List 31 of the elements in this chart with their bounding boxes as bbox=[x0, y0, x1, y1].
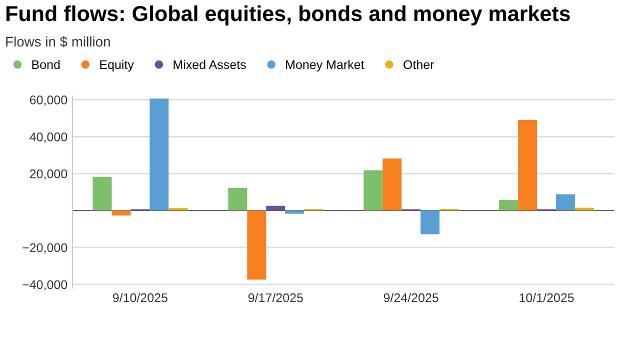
y-tick-label: −20,000 bbox=[22, 243, 68, 254]
bar bbox=[285, 210, 304, 214]
y-tick-label: −40,000 bbox=[22, 280, 68, 291]
legend-label: Other bbox=[404, 60, 434, 70]
bar bbox=[266, 206, 286, 211]
bar bbox=[499, 200, 518, 211]
chart-title: Fund flows: Global equities, bonds and money markets bbox=[6, 5, 570, 26]
bar bbox=[518, 120, 538, 211]
bar bbox=[150, 98, 169, 211]
y-tick-label: 60,000 bbox=[30, 96, 68, 106]
chart-subtitle: Flows in $ million bbox=[6, 36, 110, 48]
bar bbox=[228, 188, 248, 211]
bar bbox=[382, 158, 402, 211]
legend-label: Bond bbox=[32, 60, 60, 70]
x-tick-label: 9/24/2025 bbox=[384, 292, 438, 302]
bar bbox=[247, 210, 266, 280]
bar bbox=[420, 210, 440, 234]
x-tick-label: 9/17/2025 bbox=[248, 292, 303, 302]
legend-label: Money Market bbox=[286, 60, 364, 72]
x-tick-label: 9/10/2025 bbox=[112, 292, 168, 302]
x-tick-label: 10/1/2025 bbox=[520, 292, 574, 302]
bar bbox=[556, 194, 575, 211]
bar bbox=[112, 210, 131, 216]
y-tick-label: 20,000 bbox=[30, 169, 68, 180]
bar bbox=[574, 208, 594, 211]
legend-label: Equity bbox=[100, 60, 134, 72]
legend-label: Mixed Assets bbox=[174, 60, 246, 70]
y-tick-label: 40,000 bbox=[30, 132, 68, 143]
bar bbox=[168, 208, 188, 211]
bar bbox=[92, 176, 112, 211]
bar bbox=[364, 170, 383, 211]
